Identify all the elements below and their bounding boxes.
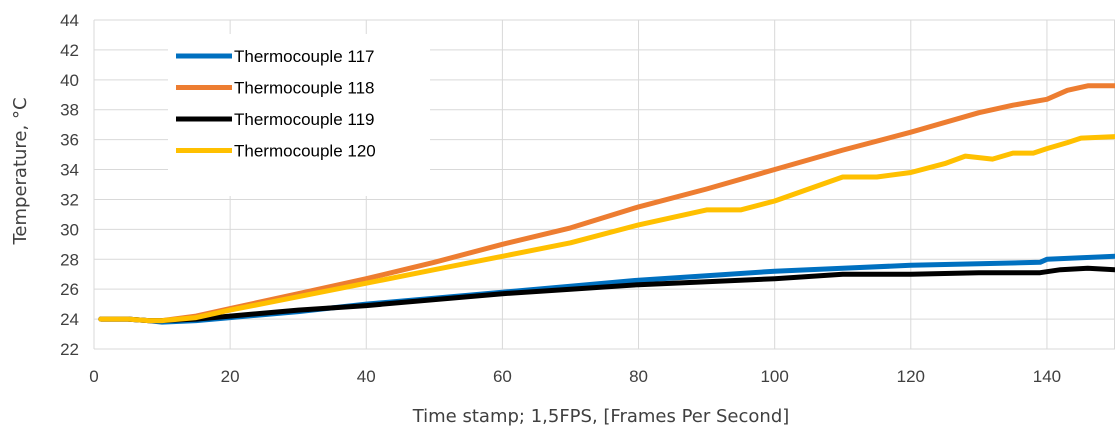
x-tick-label: 80 [629, 367, 648, 386]
y-tick-label: 40 [60, 71, 79, 90]
y-axis-title: Temperature, °C [10, 97, 31, 245]
legend-label: Thermocouple 118 [234, 79, 375, 98]
x-tick-label: 40 [357, 367, 376, 386]
x-tick-label: 60 [493, 367, 512, 386]
axes: 22 24 26 28 30 32 34 36 38 40 42 44 0 20 40 60 80 100 120 1… [60, 11, 1061, 386]
y-tick-label: 38 [60, 101, 79, 120]
y-tick-label: 34 [60, 161, 79, 180]
y-tick-label: 44 [60, 11, 79, 30]
y-tick-label: 28 [60, 250, 79, 269]
legend-label: Thermocouple 117 [234, 47, 375, 66]
legend-label: Thermocouple 120 [234, 142, 376, 161]
y-tick-label: 26 [60, 280, 79, 299]
y-tick-label: 42 [60, 41, 79, 60]
legend: Thermocouple 117 Thermocouple 118 Thermoco… [168, 34, 430, 196]
y-tick-label: 30 [60, 220, 79, 239]
x-tick-label: 100 [760, 367, 788, 386]
x-axis-title: Time stamp; 1,5FPS, [Frames Per Second] [412, 406, 790, 427]
x-tick-label: 140 [1033, 367, 1061, 386]
series-line-thermocouple-120 [98, 134, 1115, 324]
x-tick-label: 120 [897, 367, 925, 386]
y-tick-label: 24 [60, 310, 79, 329]
x-tick-label: 0 [89, 367, 98, 386]
y-tick-label: 36 [60, 131, 79, 150]
x-tick-label: 20 [221, 367, 240, 386]
legend-background [168, 34, 430, 196]
y-tick-label: 22 [60, 340, 79, 359]
legend-label: Thermocouple 119 [234, 110, 375, 129]
y-tick-label: 32 [60, 190, 79, 209]
series-lines [98, 83, 1115, 325]
